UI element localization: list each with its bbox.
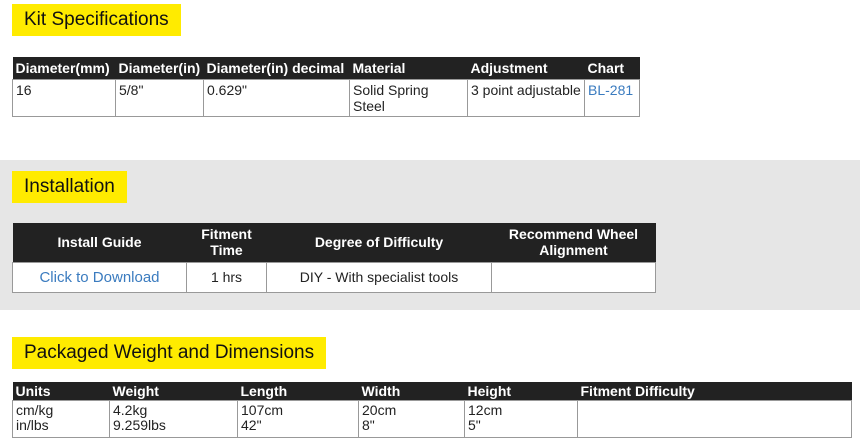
metric-value: 4.2kg: [113, 401, 148, 418]
metric-value: 107cm: [241, 401, 284, 418]
cell: 107cm 42": [237, 399, 359, 438]
cell: 20cm 8": [358, 399, 465, 438]
cell: 0.629": [203, 78, 350, 117]
cell: 5/8": [115, 78, 204, 117]
col-header: Length: [237, 382, 359, 400]
cell: BL-281: [584, 78, 640, 117]
col-header: Fitment Difficulty: [577, 382, 852, 400]
col-header: Adjustment: [467, 57, 585, 79]
cell: [577, 399, 852, 438]
imperial-value: 42": [241, 416, 262, 433]
packaged-title: Packaged Weight and Dimensions: [12, 337, 327, 369]
download-link[interactable]: Click to Download: [39, 268, 160, 286]
installation-title: Installation: [12, 171, 127, 203]
table-row: Click to Download 1 hrs DIY - With speci…: [12, 261, 656, 293]
table-row: 16 5/8" 0.629" Solid Spring Steel 3 poin…: [12, 78, 640, 117]
cell: 3 point adjustable: [467, 78, 585, 117]
installation-table: Install Guide Fitment Time Degree of Dif…: [12, 223, 656, 293]
metric-value: 12cm: [468, 401, 503, 418]
col-header: Diameter(in): [115, 57, 204, 79]
col-header: Diameter(mm): [12, 57, 116, 79]
metric-value: cm/kg: [16, 401, 54, 418]
cell: 1 hrs: [186, 261, 267, 293]
cell: Click to Download: [12, 261, 187, 293]
col-header: Install Guide: [12, 223, 187, 262]
cell: [491, 261, 656, 293]
col-header: Chart: [584, 57, 640, 79]
cell: DIY - With specialist tools: [266, 261, 492, 293]
col-header: Weight: [109, 382, 238, 400]
col-header: Degree of Difficulty: [266, 223, 492, 262]
cell: Solid Spring Steel: [349, 78, 468, 117]
imperial-value: in/lbs: [16, 416, 49, 433]
chart-link[interactable]: BL-281: [588, 81, 634, 98]
col-header: Recommend Wheel Alignment: [491, 223, 656, 262]
packaged-table: Units Weight Length Width Height Fitment…: [12, 382, 852, 438]
kit-specifications-title: Kit Specifications: [12, 4, 181, 36]
cell: 4.2kg 9.259lbs: [109, 399, 238, 438]
col-header: Height: [464, 382, 578, 400]
col-header: Material: [349, 57, 468, 79]
col-header: Fitment Time: [186, 223, 267, 262]
col-header: Diameter(in) decimal: [203, 57, 350, 79]
col-header: Units: [12, 382, 110, 400]
imperial-value: 5": [468, 416, 481, 433]
kit-specifications-table: Diameter(mm) Diameter(in) Diameter(in) d…: [12, 57, 640, 117]
cell: 16: [12, 78, 116, 117]
imperial-value: 9.259lbs: [113, 416, 166, 433]
cell: cm/kg in/lbs: [12, 399, 110, 438]
cell: 12cm 5": [464, 399, 578, 438]
imperial-value: 8": [362, 416, 375, 433]
metric-value: 20cm: [362, 401, 397, 418]
col-header: Width: [358, 382, 465, 400]
table-row: cm/kg in/lbs 4.2kg 9.259lbs 107cm 42" 20cm 8…: [12, 399, 852, 438]
